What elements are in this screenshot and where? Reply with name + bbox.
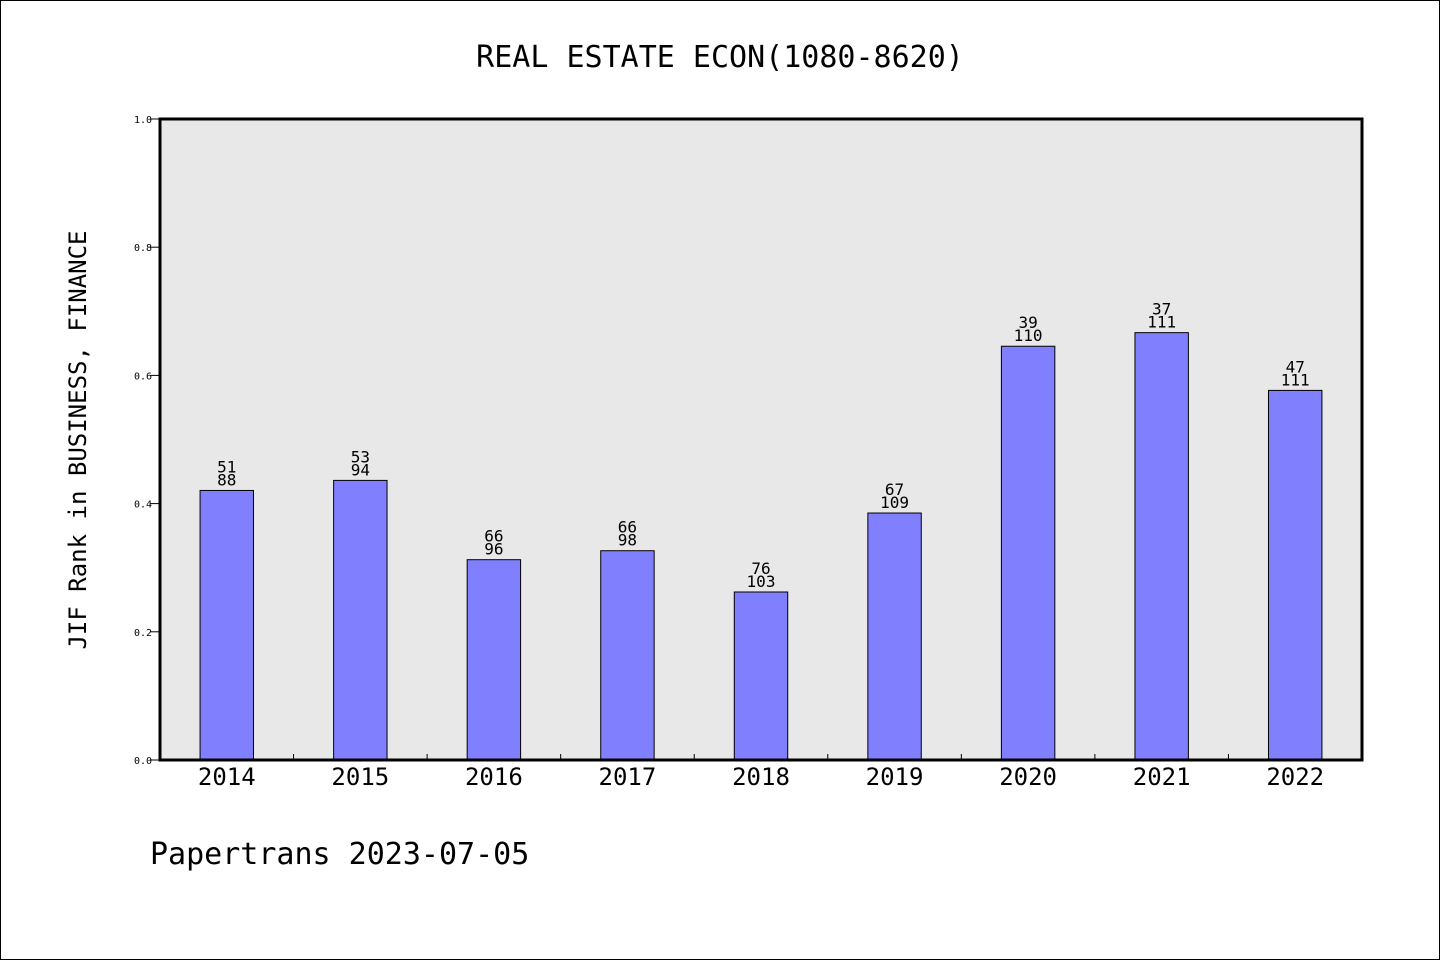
bar-2014 xyxy=(199,489,254,761)
x-axis-ticks: 2014 2015 2016 2017 2018 2019 2020 2021 2022 xyxy=(198,754,1324,791)
bar-label-total: 96 xyxy=(484,540,503,559)
bar-label-rank: 67 xyxy=(885,480,904,499)
bar-label-total: 111 xyxy=(1281,370,1310,389)
bar-2016 xyxy=(466,559,522,761)
x-tick-label: 2021 xyxy=(1133,763,1191,791)
bar-2020 xyxy=(1000,345,1056,761)
bar-label-total: 103 xyxy=(747,572,776,591)
x-tick-label: 2019 xyxy=(866,763,924,791)
x-tick-label: 2020 xyxy=(999,763,1057,791)
chart-title: REAL ESTATE ECON(1080-8620) xyxy=(476,40,964,75)
bar-label-total: 98 xyxy=(618,531,637,550)
x-tick-label: 2018 xyxy=(732,763,790,791)
bar-label-rank: 76 xyxy=(751,559,770,578)
plot-border xyxy=(158,117,1364,762)
bar-label-rank: 66 xyxy=(618,518,637,537)
bar-label-total: 111 xyxy=(1147,313,1176,332)
bar-label-total: 109 xyxy=(880,493,909,512)
bar-2022 xyxy=(1268,389,1323,761)
bar-2021 xyxy=(1134,332,1189,761)
bar-label-total: 94 xyxy=(351,460,370,479)
y-tick-label: 1.0 xyxy=(134,115,152,126)
bar-2017 xyxy=(600,550,655,761)
y-tick-label: 0.8 xyxy=(134,243,152,254)
bar-label-rank: 47 xyxy=(1286,357,1305,376)
bar-label-rank: 39 xyxy=(1018,313,1037,332)
footer-source: Papertrans 2023-07-05 xyxy=(150,837,529,872)
x-tick-label: 2022 xyxy=(1266,763,1324,791)
y-tick-label: 0.0 xyxy=(134,756,152,767)
x-tick-label: 2017 xyxy=(599,763,657,791)
bar-labels: 5188539466966698761036710939110371114711… xyxy=(217,300,1310,591)
x-tick-label: 2014 xyxy=(198,763,256,791)
bar-2018 xyxy=(733,591,789,761)
bar-label-rank: 66 xyxy=(484,527,503,546)
bars xyxy=(199,332,1323,761)
y-tick-label: 0.6 xyxy=(134,371,152,382)
bar-label-rank: 37 xyxy=(1152,300,1171,319)
bar-label-rank: 53 xyxy=(351,447,370,466)
y-tick-label: 0.4 xyxy=(134,500,152,511)
x-tick-label: 2015 xyxy=(331,763,389,791)
bar-label-total: 110 xyxy=(1014,326,1043,345)
y-axis-ticks: 0.0 0.2 0.4 0.6 0.8 1.0 xyxy=(134,115,160,767)
y-tick-label: 0.2 xyxy=(134,628,152,639)
x-tick-label: 2016 xyxy=(465,763,523,791)
bar-2015 xyxy=(333,479,388,761)
bar-label-rank: 51 xyxy=(217,457,236,476)
y-axis-label: JIF Rank in BUSINESS, FINANCE xyxy=(64,230,92,649)
bar-label-total: 88 xyxy=(217,470,236,489)
bar-2019 xyxy=(867,512,922,761)
